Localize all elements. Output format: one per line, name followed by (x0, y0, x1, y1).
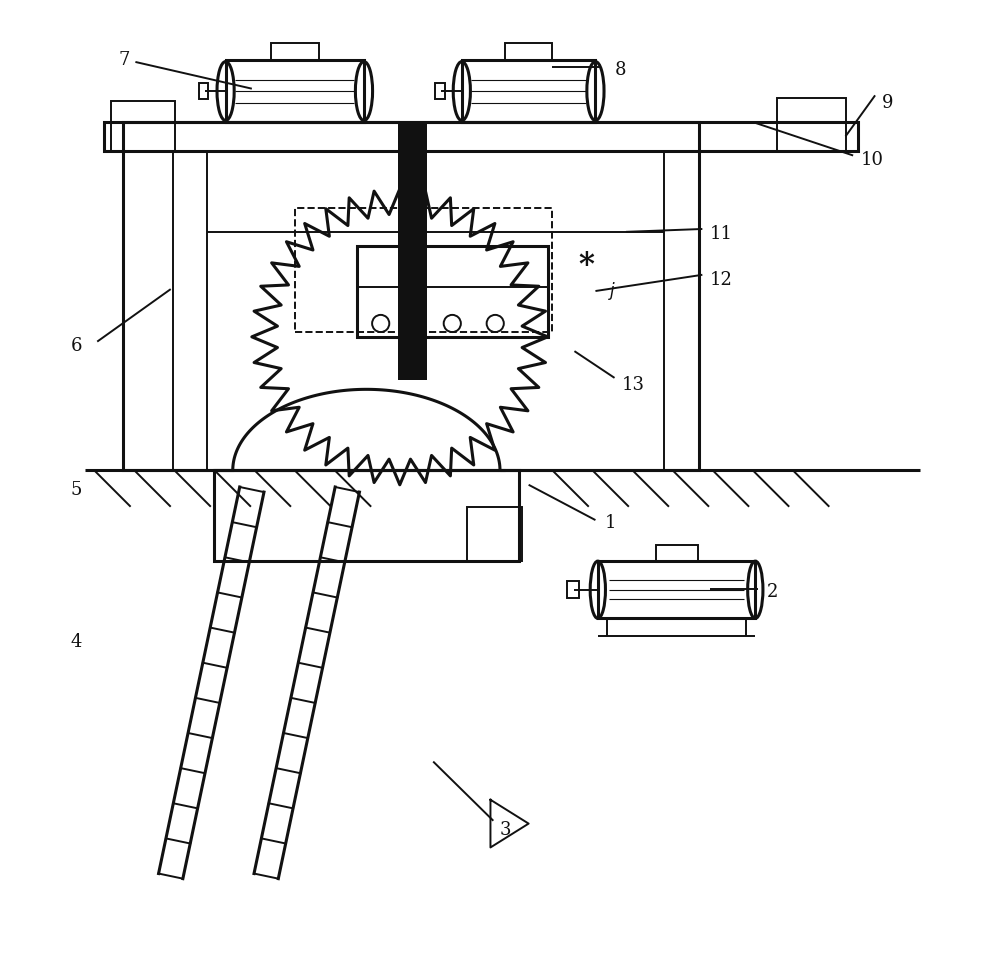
Text: 8: 8 (615, 60, 626, 79)
Bar (214, 470, 519, 562)
Bar (656, 545, 698, 562)
Text: 3: 3 (500, 822, 511, 839)
Bar (123, 122, 699, 470)
Bar (111, 101, 175, 151)
Bar (567, 581, 579, 598)
Text: 2: 2 (767, 583, 779, 601)
Text: 13: 13 (622, 375, 645, 394)
Bar (598, 562, 755, 618)
Bar (226, 60, 364, 122)
Text: 9: 9 (882, 94, 893, 112)
Bar (467, 507, 522, 562)
Text: 11: 11 (710, 225, 733, 243)
Bar (505, 43, 552, 60)
Bar (398, 122, 427, 380)
Text: 10: 10 (861, 152, 884, 169)
Bar (199, 84, 208, 99)
Bar (271, 43, 319, 60)
Text: *: * (578, 250, 594, 280)
Bar (462, 60, 595, 122)
Bar (295, 208, 552, 332)
Text: 7: 7 (118, 51, 130, 69)
Text: j: j (610, 282, 614, 300)
Bar (104, 122, 858, 151)
Text: 1: 1 (605, 514, 616, 532)
Text: 5: 5 (71, 481, 82, 498)
Text: 4: 4 (71, 634, 82, 651)
Bar (435, 84, 445, 99)
Text: 6: 6 (71, 337, 82, 355)
Bar (357, 246, 548, 337)
Text: 12: 12 (710, 271, 733, 289)
Bar (777, 98, 846, 151)
